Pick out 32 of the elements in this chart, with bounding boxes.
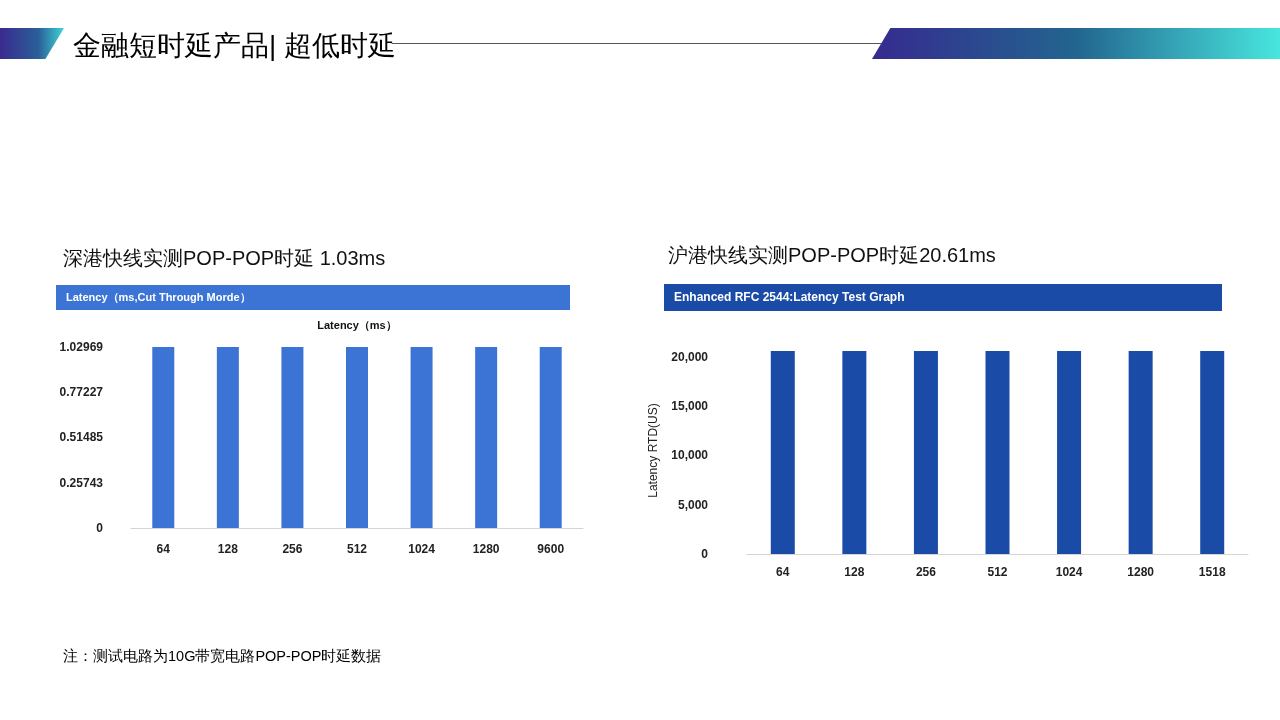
y-tick-label: 5,000: [677, 497, 709, 512]
text: 注：测试电路为10G带宽电路POP-POP时延数据: [63, 647, 382, 666]
y-tick-label: 20,000: [671, 349, 709, 364]
x-tick-label: 512: [346, 542, 368, 556]
y-tick-label: 10,000: [671, 448, 709, 463]
x-tick-label: 256: [915, 565, 937, 579]
x-tick-label: 1024: [408, 542, 436, 556]
y-tick-label: 15,000: [671, 399, 709, 414]
text: Latency（ms）: [317, 318, 397, 332]
x-tick-label: 1518: [1198, 565, 1226, 579]
text: 金融短时延产品| 超低时延: [73, 29, 397, 63]
x-tick-label: 64: [156, 542, 171, 556]
y-tick-label: 1.02969: [59, 340, 104, 354]
y-tick-label: 0.25743: [59, 475, 104, 490]
x-tick-label: 1024: [1055, 565, 1083, 579]
chart-subtitle: Latency（ms,Cut Through Morde）: [56, 285, 570, 310]
x-tick-label: 256: [282, 542, 303, 556]
y-tick-label: 0.77227: [59, 385, 104, 400]
x-tick-label: 64: [776, 565, 790, 579]
y-tick-label: 0: [96, 521, 104, 535]
x-tick-label: 128: [217, 542, 239, 556]
chart-title: 深港快线实测POP-POP时延 1.03ms: [63, 246, 386, 271]
x-tick-label: 128: [844, 565, 865, 579]
y-tick-label: 0: [701, 547, 709, 561]
y-tick-label: 0.51485: [59, 430, 104, 445]
x-tick-label: 1280: [1127, 565, 1155, 579]
x-tick-label: 1280: [472, 542, 500, 556]
x-tick-label: 512: [987, 565, 1008, 579]
x-tick-label: 9600: [537, 542, 565, 556]
chart-title: 沪港快线实测POP-POP时延20.61ms: [668, 243, 996, 268]
y-axis-title: Latency RTD(US): [646, 403, 660, 498]
chart-subtitle: Enhanced RFC 2544:Latency Test Graph: [664, 284, 1222, 311]
